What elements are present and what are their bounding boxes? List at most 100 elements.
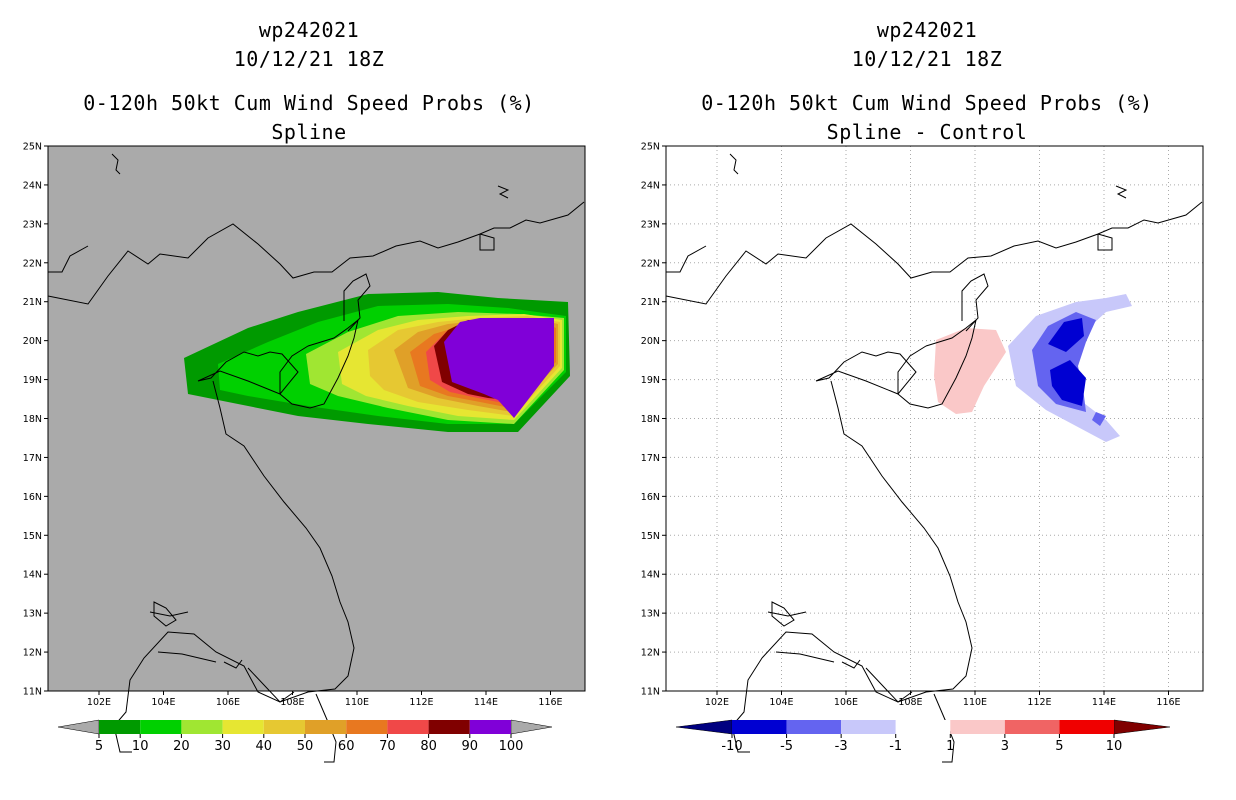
colorbar-swatch <box>1004 720 1060 734</box>
lat-label: 12N <box>23 648 42 659</box>
lat-label: 15N <box>23 531 42 542</box>
lat-label: 22N <box>641 258 660 269</box>
lon-label: 110E <box>963 697 987 708</box>
lat-label: 25N <box>23 142 42 153</box>
difference-contours <box>934 294 1132 442</box>
panel-subtitle: Spline <box>271 120 347 144</box>
lon-label: 102E <box>705 697 729 708</box>
lat-label: 22N <box>23 258 42 269</box>
colorbar-right-arrow <box>510 719 553 735</box>
lat-label: 11N <box>641 687 660 698</box>
colorbar-swatch <box>305 720 347 734</box>
lat-label: 21N <box>23 297 42 308</box>
colorbar-label: -10 <box>721 739 742 754</box>
left-panel-title: wp242021 10/12/21 18Z 0-120h 50kt Cum Wi… <box>0 16 618 147</box>
colorbar-swatch <box>99 720 141 734</box>
colorbar-label: 50 <box>297 739 314 754</box>
right-colorbar: -10 -5 -3 -1 1 3 5 10 <box>675 719 1171 754</box>
lon-label: 114E <box>1092 697 1116 708</box>
colorbar-swatch <box>732 720 787 734</box>
lat-label: 19N <box>23 375 42 386</box>
probability-contours <box>184 292 570 432</box>
latitude-labels: 25N 24N 23N 22N 21N 20N 19N 18N 17N 16N 15N 14N 13N 1… <box>23 142 48 698</box>
lon-label: 112E <box>1027 697 1051 708</box>
colorbar-swatch <box>841 720 896 734</box>
colorbar-label: -5 <box>780 739 793 754</box>
lat-label: 13N <box>641 609 660 620</box>
colorbar-swatch <box>950 720 1005 734</box>
right-panel-title: wp242021 10/12/21 18Z 0-120h 50kt Cum Wi… <box>618 16 1236 147</box>
forecast-time: 10/12/21 18Z <box>233 47 385 71</box>
lat-label: 21N <box>641 297 660 308</box>
colorbar-swatch <box>786 720 842 734</box>
colorbar-label: 3 <box>1001 739 1009 754</box>
colorbar-label: -3 <box>835 739 848 754</box>
product-name: 0-120h 50kt Cum Wind Speed Probs (%) <box>83 91 535 115</box>
forecast-time: 10/12/21 18Z <box>851 47 1003 71</box>
colorbar-swatch <box>181 720 223 734</box>
colorbar-left-arrow <box>675 719 733 735</box>
colorbar-label: 10 <box>132 739 149 754</box>
left-map-panel: 25N 24N 23N 22N 21N 20N 19N 18N 17N 16N 15N 14N 13N 1… <box>23 142 586 763</box>
colorbar-swatch <box>346 720 388 734</box>
colorbar-label: 100 <box>499 739 524 754</box>
lon-label: 116E <box>1156 697 1180 708</box>
colorbar-left-arrow <box>57 719 100 735</box>
lat-label: 19N <box>641 375 660 386</box>
lat-label: 16N <box>641 492 660 503</box>
colorbar-swatch <box>222 720 264 734</box>
lat-label: 20N <box>23 336 42 347</box>
lon-label: 106E <box>216 697 240 708</box>
right-map-panel: 25N 24N 23N 22N 21N 20N 19N 18N 17N 16N 15N 14N 13N 1… <box>641 142 1204 763</box>
lon-label: 112E <box>409 697 433 708</box>
colorbar-label: 20 <box>173 739 190 754</box>
product-name: 0-120h 50kt Cum Wind Speed Probs (%) <box>701 91 1153 115</box>
colorbar-label: 80 <box>420 739 437 754</box>
colorbar-label: 5 <box>1055 739 1063 754</box>
panel-subtitle: Spline - Control <box>826 120 1028 144</box>
colorbar-label: 70 <box>379 739 396 754</box>
lat-label: 11N <box>23 687 42 698</box>
colorbar-swatch <box>140 720 182 734</box>
colorbar-label: 90 <box>462 739 479 754</box>
lat-label: 18N <box>641 414 660 425</box>
lat-label: 15N <box>641 531 660 542</box>
lon-label: 104E <box>769 697 793 708</box>
lat-label: 23N <box>641 219 660 230</box>
latitude-labels: 25N 24N 23N 22N 21N 20N 19N 18N 17N 16N 15N 14N 13N 1… <box>641 142 666 698</box>
colorbar-label: 40 <box>256 739 273 754</box>
colorbar-swatch <box>469 720 511 734</box>
storm-id: wp242021 <box>258 18 360 42</box>
colorbar-label: 1 <box>946 739 954 754</box>
colorbar-label: -1 <box>889 739 902 754</box>
colorbar-swatch <box>428 720 470 734</box>
lat-label: 18N <box>23 414 42 425</box>
lon-label: 114E <box>474 697 498 708</box>
lat-label: 14N <box>641 570 660 581</box>
lat-label: 23N <box>23 219 42 230</box>
colorbar-label: 10 <box>1106 739 1123 754</box>
lat-label: 12N <box>641 648 660 659</box>
lat-label: 16N <box>23 492 42 503</box>
lat-label: 25N <box>641 142 660 153</box>
lon-label: 108E <box>898 697 922 708</box>
lon-label: 110E <box>345 697 369 708</box>
lat-label: 13N <box>23 609 42 620</box>
lon-label: 106E <box>834 697 858 708</box>
lon-label: 116E <box>538 697 562 708</box>
longitude-labels: 102E 104E 106E 108E 110E 112E 114E 116E <box>87 691 563 708</box>
lat-label: 24N <box>23 180 42 191</box>
lon-label: 104E <box>151 697 175 708</box>
storm-id: wp242021 <box>876 18 978 42</box>
lat-label: 17N <box>23 453 42 464</box>
colorbar-swatch <box>263 720 305 734</box>
colorbar-label: 5 <box>95 739 103 754</box>
colorbar-swatch <box>895 720 951 734</box>
colorbar-right-arrow <box>1113 719 1171 735</box>
longitude-labels: 102E 104E 106E 108E 110E 112E 114E 116E <box>705 691 1181 708</box>
lat-label: 17N <box>641 453 660 464</box>
lon-label: 102E <box>87 697 111 708</box>
colorbar-label: 60 <box>338 739 355 754</box>
lat-label: 20N <box>641 336 660 347</box>
